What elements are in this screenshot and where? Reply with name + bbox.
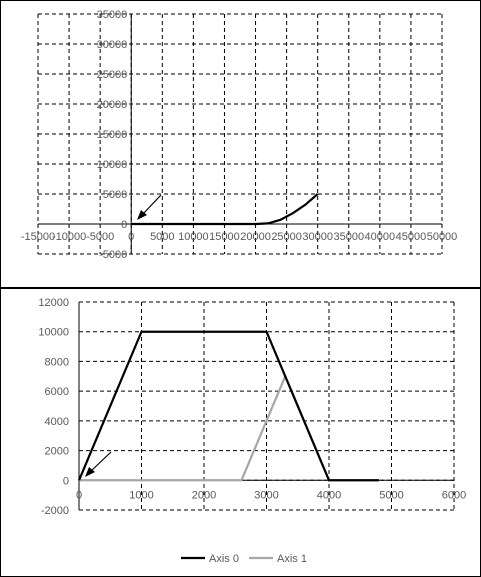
x-tick-label: 0: [76, 489, 82, 501]
x-tick-label: 15000: [209, 231, 240, 243]
y-tick-label: 12000: [38, 297, 69, 309]
y-tick-label: 15000: [97, 129, 128, 141]
xy-position-chart: -15000-10000 -5000 0 5000 10000 15000 20000 250…: [21, 9, 458, 261]
series-line-axis-0: [77, 330, 379, 482]
y-tick-label: 35000: [97, 9, 128, 21]
y-tick-label: 10000: [38, 327, 69, 339]
x-tick-label: 5000: [150, 231, 174, 243]
x-tick-label: 1000: [129, 489, 153, 501]
annotation-arrow-head: [85, 467, 95, 477]
x-tick-label: 5000: [379, 489, 403, 501]
velocity-chart-panel: 0 1000 2000 3000 4000 5000 6000 -2000 0 2000 4000 6…: [0, 288, 481, 577]
x-tick-label: -15000: [21, 231, 55, 243]
x-tick-label: -5000: [86, 231, 114, 243]
x-tick-label: 30000: [302, 231, 333, 243]
y-tick-label: 2000: [45, 446, 69, 458]
x-tick-label: -10000: [52, 231, 86, 243]
y-tick-label: 20000: [97, 99, 128, 111]
y-tick-label: 4000: [45, 416, 69, 428]
y-tick-label: 30000: [97, 39, 128, 51]
x-tick-label: 35000: [333, 231, 364, 243]
series-line: [131, 193, 319, 226]
x-tick-label: 20000: [240, 231, 271, 243]
x-tick-label: 2000: [192, 489, 216, 501]
legend-label-axis-1: Axis 1: [277, 553, 307, 565]
y-tick-label: 8000: [45, 356, 69, 368]
y-tick-label: 5000: [103, 189, 127, 201]
y-tick-label: 10000: [97, 159, 128, 171]
y-tick-label: -5000: [99, 249, 127, 261]
x-tick-label: 25000: [271, 231, 302, 243]
x-tick-label: 3000: [254, 489, 278, 501]
y-tick-label: 6000: [45, 386, 69, 398]
y-tick-label: 25000: [97, 69, 128, 81]
annotation-arrow-head: [137, 210, 147, 220]
xy-position-chart-panel: -15000 -10000 -5000 0 5000 10000 15000 20000 250…: [0, 0, 481, 288]
x-tick-label: 10000: [178, 231, 209, 243]
x-tick-label: 6000: [442, 489, 466, 501]
y-tick-label: 0: [63, 475, 69, 487]
annotation-arrow-shaft: [141, 194, 162, 216]
y-tick-label: 0: [121, 219, 127, 231]
legend-label-axis-0: Axis 0: [209, 553, 239, 565]
x-tick-label: 4000: [317, 489, 341, 501]
annotation-arrow-shaft: [89, 451, 112, 473]
x-tick-label: 40000: [365, 231, 396, 243]
x-tick-label: 50000: [427, 231, 458, 243]
velocity-chart: 0 1000 2000 3000 4000 5000 6000 -2000 0 2000 4000 6…: [38, 297, 466, 565]
y-tick-label: -2000: [41, 505, 69, 517]
x-tick-label: 45000: [396, 231, 427, 243]
x-tick-label: 0: [128, 231, 134, 243]
